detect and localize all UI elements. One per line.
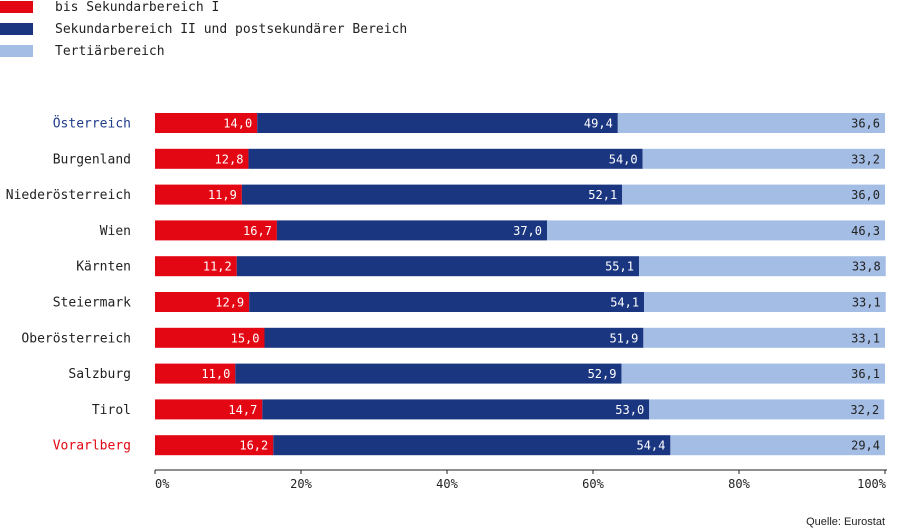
x-tick-label: 40% <box>436 477 458 491</box>
legend-label: bis Sekundarbereich I <box>55 0 219 15</box>
legend-label: Tertiärbereich <box>55 44 165 59</box>
bar-segment <box>155 327 265 348</box>
category-labels: Österreich Burgenland Niederösterreich Wien… <box>6 115 131 454</box>
data-label: 16,2 <box>239 439 268 453</box>
bar-segment <box>248 148 643 169</box>
data-label: 52,1 <box>588 188 617 202</box>
bar-segment <box>236 256 639 277</box>
legend-label: Sekundarbereich II und postsekundärer Be… <box>55 22 407 37</box>
bar-segment <box>155 256 237 277</box>
data-label: 46,3 <box>851 224 880 238</box>
category-label: Niederösterreich <box>6 188 131 203</box>
x-tick-label: 100% <box>857 477 887 491</box>
bar-segment <box>642 148 885 169</box>
data-label: 12,8 <box>215 152 244 166</box>
bar-segment <box>649 399 885 420</box>
data-label: 33,2 <box>851 152 880 166</box>
category-label: Österreich <box>53 115 131 132</box>
data-label: 33,8 <box>852 260 881 274</box>
bar-segment <box>155 113 258 133</box>
bar-segment <box>155 363 236 384</box>
data-label: 36,6 <box>851 117 880 131</box>
data-label: 33,1 <box>852 296 881 310</box>
data-label: 37,0 <box>513 224 542 238</box>
category-label: Kärnten <box>76 260 131 275</box>
bar-segment <box>643 327 885 348</box>
category-label: Burgenland <box>53 152 131 167</box>
data-label: 11,2 <box>203 260 232 274</box>
x-tick-label: 80% <box>728 477 750 491</box>
data-label: 54,0 <box>609 152 638 166</box>
data-label: 54,1 <box>610 296 639 310</box>
bar-segment <box>670 435 885 456</box>
category-label: Vorarlberg <box>53 439 131 454</box>
category-label: Tirol <box>92 403 131 418</box>
bar-segment <box>273 435 671 456</box>
data-label: 15,0 <box>231 331 260 345</box>
bar-segment <box>241 184 623 205</box>
category-label: Steiermark <box>53 296 131 311</box>
bar-segment <box>155 292 250 312</box>
legend-swatch <box>0 45 33 57</box>
bars: 14,0 49,4 36,6 12,8 54,0 33,2 11,9 52,1 36,0 16,7… <box>155 113 886 456</box>
data-label: 51,9 <box>609 331 638 345</box>
legend-swatch <box>0 23 33 35</box>
category-label: Salzburg <box>68 367 131 382</box>
bar-segment <box>155 184 242 205</box>
data-label: 11,0 <box>201 367 230 381</box>
x-axis: 0% 20% 40% 60% 80% 100% <box>154 469 887 491</box>
data-label: 36,0 <box>851 188 880 202</box>
x-tick-label: 60% <box>582 477 604 491</box>
bar-segment <box>155 399 263 420</box>
bar-segment <box>644 292 886 312</box>
category-label: Wien <box>100 224 131 239</box>
data-label: 55,1 <box>605 260 634 274</box>
data-label: 29,4 <box>851 439 880 453</box>
x-tick-label: 20% <box>290 477 312 491</box>
bar-segment <box>621 363 885 384</box>
bar-segment <box>276 220 548 241</box>
x-tick-label: 0% <box>155 477 170 491</box>
data-label: 52,9 <box>588 367 617 381</box>
data-label: 12,9 <box>215 296 244 310</box>
bar-segment <box>235 363 622 384</box>
data-label: 36,1 <box>851 367 880 381</box>
bar-segment <box>155 148 249 169</box>
category-label: Oberösterreich <box>21 331 131 346</box>
legend-swatch <box>0 1 33 13</box>
bar-segment <box>249 292 645 312</box>
bar-segment <box>547 220 885 241</box>
bar-segment <box>638 256 886 277</box>
bar-segment <box>264 327 644 348</box>
data-label: 33,1 <box>851 331 880 345</box>
data-label: 53,0 <box>615 403 644 417</box>
bar-segment <box>622 184 885 205</box>
data-label: 54,4 <box>636 439 665 453</box>
source-note: Quelle: Eurostat <box>806 516 885 528</box>
bar-segment <box>257 113 618 133</box>
data-label: 14,7 <box>228 403 257 417</box>
data-label: 32,2 <box>850 403 879 417</box>
bar-segment <box>262 399 650 420</box>
bar-segment <box>155 220 277 241</box>
data-label: 14,0 <box>223 117 252 131</box>
data-label: 49,4 <box>584 117 613 131</box>
data-label: 11,9 <box>208 188 237 202</box>
bar-segment <box>617 113 885 133</box>
data-label: 16,7 <box>243 224 272 238</box>
legend: bis Sekundarbereich I Sekundarbereich II … <box>0 0 407 59</box>
bar-segment <box>155 435 274 456</box>
